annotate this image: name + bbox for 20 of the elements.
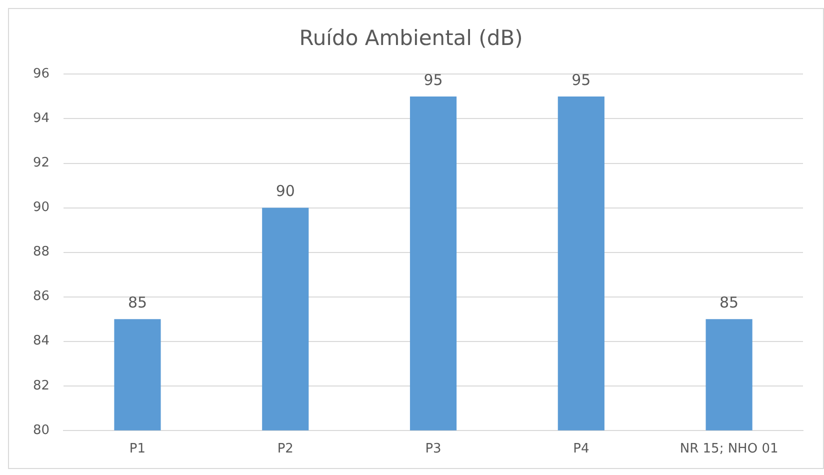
y-tick-label: 94 (32, 111, 50, 126)
y-tick-label: 80 (32, 422, 50, 438)
y-tick-label: 92 (32, 156, 50, 171)
y-tick-label: 96 (32, 66, 50, 82)
y-tick-label: 88 (32, 244, 50, 260)
data-label: 85 (720, 293, 739, 312)
x-tick-label: NR 15; NHO 01 (680, 442, 778, 457)
data-label: 90 (276, 182, 295, 200)
y-tick-label: 84 (32, 334, 50, 349)
x-tick-label: P4 (573, 442, 590, 457)
y-tick-label: 86 (32, 289, 50, 304)
data-label: 95 (572, 70, 591, 89)
data-label: 85 (128, 293, 148, 312)
chart-title: Ruído Ambiental (dB) (299, 26, 523, 50)
data-label: 95 (424, 70, 443, 89)
x-tick-label: P3 (425, 442, 442, 457)
x-tick-label: P2 (277, 442, 294, 457)
y-tick-label: 82 (32, 378, 50, 394)
x-tick-label: P1 (129, 442, 146, 457)
y-tick-label: 90 (32, 200, 50, 216)
